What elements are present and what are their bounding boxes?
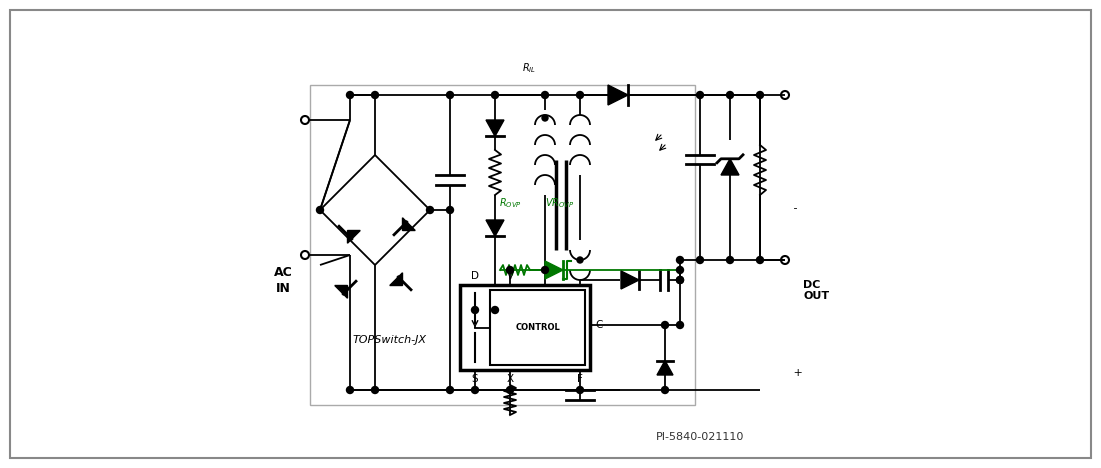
Text: S: S bbox=[471, 374, 478, 384]
Polygon shape bbox=[486, 220, 504, 236]
Circle shape bbox=[471, 387, 479, 394]
Circle shape bbox=[676, 256, 684, 263]
Circle shape bbox=[577, 387, 584, 394]
Circle shape bbox=[542, 266, 548, 273]
Text: CONTROL: CONTROL bbox=[515, 323, 560, 332]
Text: D: D bbox=[471, 271, 479, 281]
Text: $R_{IL}$: $R_{IL}$ bbox=[522, 61, 536, 75]
Circle shape bbox=[727, 92, 733, 98]
Circle shape bbox=[447, 92, 454, 98]
Polygon shape bbox=[608, 85, 628, 105]
Text: $R_{OVP}$: $R_{OVP}$ bbox=[499, 196, 522, 210]
Circle shape bbox=[447, 387, 454, 394]
Circle shape bbox=[697, 256, 704, 263]
Circle shape bbox=[506, 266, 513, 273]
Polygon shape bbox=[390, 273, 403, 285]
Text: X: X bbox=[506, 374, 513, 384]
Text: $R_{LS}$: $R_{LS}$ bbox=[506, 289, 524, 303]
Circle shape bbox=[426, 206, 434, 213]
Circle shape bbox=[662, 387, 668, 394]
Polygon shape bbox=[348, 231, 360, 243]
FancyBboxPatch shape bbox=[460, 285, 590, 370]
Text: DC
OUT: DC OUT bbox=[803, 280, 829, 301]
Text: +: + bbox=[791, 368, 803, 378]
Circle shape bbox=[491, 92, 499, 98]
Polygon shape bbox=[403, 218, 415, 231]
Circle shape bbox=[506, 387, 513, 394]
Circle shape bbox=[542, 92, 548, 98]
Circle shape bbox=[577, 92, 584, 98]
FancyBboxPatch shape bbox=[10, 10, 1091, 458]
Circle shape bbox=[371, 92, 379, 98]
Circle shape bbox=[676, 322, 684, 329]
Text: V: V bbox=[506, 271, 513, 281]
Circle shape bbox=[697, 92, 704, 98]
Circle shape bbox=[471, 307, 479, 314]
FancyBboxPatch shape bbox=[490, 290, 585, 365]
Circle shape bbox=[316, 206, 324, 213]
Circle shape bbox=[371, 387, 379, 394]
Circle shape bbox=[756, 92, 763, 98]
Circle shape bbox=[676, 277, 684, 284]
Text: PI-5840-021110: PI-5840-021110 bbox=[656, 432, 744, 442]
Text: $VR_{OVP}$: $VR_{OVP}$ bbox=[545, 196, 575, 210]
Text: F: F bbox=[577, 374, 582, 384]
Circle shape bbox=[347, 92, 353, 98]
Polygon shape bbox=[335, 285, 348, 298]
Circle shape bbox=[491, 307, 499, 314]
Text: C: C bbox=[595, 320, 602, 330]
Polygon shape bbox=[657, 361, 673, 375]
Circle shape bbox=[542, 115, 548, 121]
Circle shape bbox=[577, 257, 584, 263]
Polygon shape bbox=[486, 120, 504, 136]
Polygon shape bbox=[621, 271, 639, 289]
Polygon shape bbox=[721, 159, 739, 175]
Circle shape bbox=[347, 387, 353, 394]
Text: TOPSwitch-JX: TOPSwitch-JX bbox=[353, 335, 427, 345]
Circle shape bbox=[662, 322, 668, 329]
Circle shape bbox=[727, 256, 733, 263]
Text: -: - bbox=[791, 203, 797, 213]
Circle shape bbox=[676, 266, 684, 273]
Circle shape bbox=[756, 256, 763, 263]
Text: AC
IN: AC IN bbox=[274, 266, 293, 294]
Circle shape bbox=[447, 206, 454, 213]
Polygon shape bbox=[545, 261, 563, 279]
Circle shape bbox=[676, 277, 684, 284]
